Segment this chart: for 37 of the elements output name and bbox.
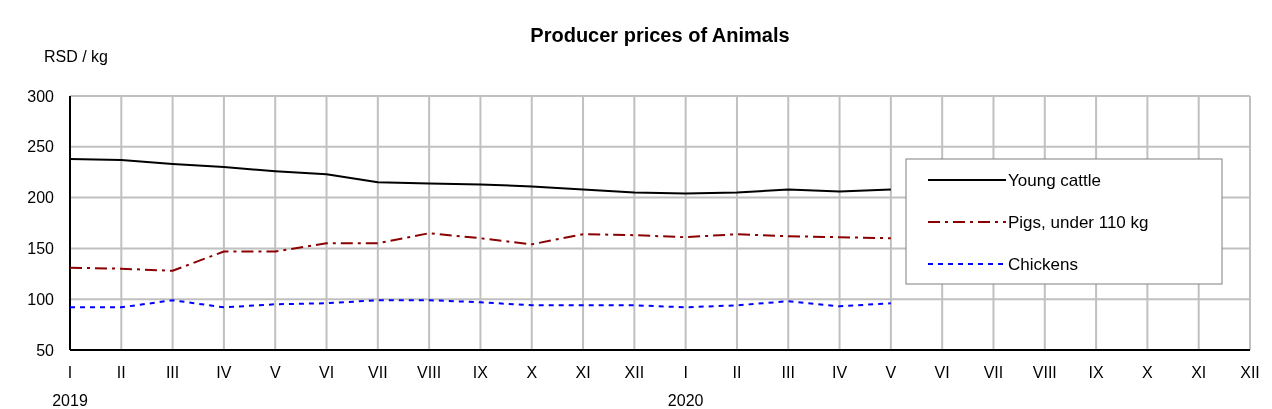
x-tick-label: XI <box>1191 364 1207 381</box>
x-tick-label: II <box>732 364 742 381</box>
line-series <box>69 232 892 272</box>
x-tick-label: XII <box>1240 364 1260 381</box>
x-tick-label: XI <box>575 364 591 381</box>
x-tick-label: V <box>885 364 897 381</box>
x-tick-label: I 2019 <box>52 364 88 409</box>
y-tick-label: 200 <box>27 189 55 207</box>
x-tick-label: VI <box>318 364 335 381</box>
legend-label: Chickens <box>1008 254 1078 274</box>
y-axis-title: RSD / kg <box>44 48 109 65</box>
line-series <box>69 299 892 309</box>
x-tick-label: III <box>781 364 795 381</box>
x-tick-label: VI <box>934 364 950 381</box>
y-tick-label: 50 <box>36 341 55 359</box>
x-tick-label: VII <box>368 364 388 381</box>
x-tick-label: IV <box>832 364 848 381</box>
y-tick-label: 250 <box>27 138 55 156</box>
x-tick-label: VIII <box>1032 364 1057 381</box>
x-tick-label: XII <box>624 364 645 381</box>
x-tick-label: III <box>165 364 180 381</box>
legend-label: Pigs, under 110 kg <box>1008 212 1149 232</box>
x-tick-label: I 2020 <box>667 364 704 409</box>
x-tick-label: X <box>1142 364 1154 381</box>
x-tick-label: IX <box>1088 364 1104 381</box>
y-tick-label: 150 <box>27 240 55 257</box>
x-tick-label: VII <box>983 364 1004 381</box>
y-tick-label: 100 <box>27 290 55 308</box>
legend-label: Young cattle <box>1008 170 1101 190</box>
x-tick-label: IV <box>216 364 232 381</box>
x-tick-label: IX <box>472 364 489 381</box>
x-tick-label: V <box>269 364 281 381</box>
x-tick-label: II <box>116 364 126 381</box>
y-tick-label: 300 <box>27 87 55 105</box>
x-tick-label: VIII <box>417 364 442 381</box>
chart-title: Producer prices of Animals <box>530 24 790 46</box>
x-tick-label: X <box>526 364 538 381</box>
